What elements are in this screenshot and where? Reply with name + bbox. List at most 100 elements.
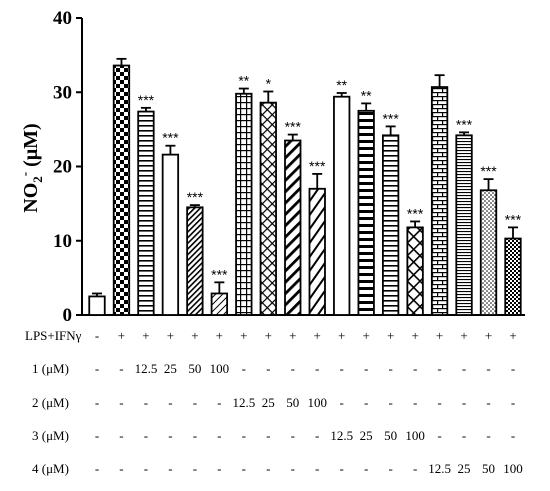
treatment-cell: 100 — [307, 395, 327, 410]
treatment-cell: + — [460, 328, 467, 343]
treatment-cell: - — [413, 395, 417, 410]
treatment-cell: - — [486, 395, 490, 410]
bar — [88, 295, 106, 316]
treatment-cell: - — [388, 361, 392, 376]
treatment-cell: + — [289, 328, 296, 343]
treatment-cell: 100 — [210, 361, 230, 376]
treatment-cell: + — [216, 328, 223, 343]
treatment-cell: - — [193, 428, 197, 443]
y-tick-label: 40 — [53, 8, 72, 29]
treatment-cell: - — [119, 361, 123, 376]
y-axis-label: NO2- (μM) — [17, 123, 45, 212]
treatment-cell: - — [340, 361, 344, 376]
treatment-cell: - — [95, 395, 99, 410]
treatment-cell: - — [119, 395, 123, 410]
significance-label: * — [266, 76, 272, 92]
treatment-cell: - — [486, 428, 490, 443]
treatment-cell: - — [193, 395, 197, 410]
bar — [284, 139, 302, 316]
treatment-cell: - — [95, 461, 99, 476]
treatment-cell: - — [315, 428, 319, 443]
bar — [430, 86, 449, 316]
treatment-cell: - — [144, 428, 148, 443]
treatment-cell: - — [168, 461, 172, 476]
treatment-cell: - — [511, 395, 515, 410]
treatment-cell: - — [462, 361, 466, 376]
treatment-cell: - — [437, 428, 441, 443]
treatment-cell: - — [388, 461, 392, 476]
treatment-cell: 100 — [503, 461, 523, 476]
treatment-cell: - — [217, 395, 221, 410]
treatment-cell: + — [485, 328, 492, 343]
treatment-row-label: 4 (μM) — [32, 461, 69, 476]
bar — [259, 101, 277, 316]
treatment-cell: - — [437, 361, 441, 376]
bar — [406, 226, 424, 316]
treatment-cell: + — [411, 328, 418, 343]
treatment-cell: 50 — [384, 428, 397, 443]
bar — [235, 92, 253, 316]
significance-label: *** — [505, 211, 522, 227]
treatment-cell: + — [167, 328, 174, 343]
treatment-cell: - — [388, 395, 392, 410]
bar — [161, 153, 180, 316]
treatment-cell: - — [364, 395, 368, 410]
treatment-cell: - — [217, 461, 221, 476]
treatment-cell: + — [436, 328, 443, 343]
bar — [381, 134, 400, 316]
treatment-cell: 50 — [482, 461, 495, 476]
y-axis-label-main: NO — [20, 183, 42, 213]
significance-label: *** — [456, 116, 473, 132]
treatment-row-label: 3 (μM) — [32, 428, 69, 443]
significance-label: *** — [138, 92, 155, 108]
significance-label: *** — [211, 266, 228, 282]
treatment-cell: - — [364, 361, 368, 376]
treatment-cell: - — [291, 428, 295, 443]
treatment-cell: 50 — [286, 395, 299, 410]
treatment-row-label: LPS+IFNγ — [25, 328, 82, 343]
significance-label: *** — [382, 110, 399, 126]
treatment-cell: - — [168, 395, 172, 410]
bar — [137, 110, 155, 316]
bar — [333, 95, 351, 316]
treatment-cell: - — [193, 461, 197, 476]
treatment-cell: - — [340, 395, 344, 410]
treatment-cell: + — [362, 328, 369, 343]
treatment-cell: 25 — [360, 428, 373, 443]
significance-label: *** — [285, 119, 302, 135]
treatment-cell: + — [265, 328, 272, 343]
treatment-cell: - — [266, 461, 270, 476]
treatment-cell: 12.5 — [135, 361, 158, 376]
treatment-cell: - — [242, 461, 246, 476]
significance-label: *** — [407, 205, 424, 221]
significance-label: *** — [187, 189, 204, 205]
treatment-cell: + — [118, 328, 125, 343]
treatment-cell: - — [95, 428, 99, 443]
treatment-cell: 12.5 — [232, 395, 255, 410]
bar — [186, 206, 204, 316]
treatment-cell: - — [144, 461, 148, 476]
treatment-table: LPS+IFNγ - + + + + + + + + + + + + + + + + +1 (μM) - -12.5 25… — [25, 328, 523, 476]
treatment-cell: - — [413, 361, 417, 376]
treatment-cell: 12.5 — [330, 428, 353, 443]
treatment-cell: + — [142, 328, 149, 343]
y-tick-label: 0 — [63, 305, 73, 326]
treatment-cell: 25 — [458, 461, 471, 476]
significance-label: ** — [238, 73, 249, 89]
treatment-cell: - — [364, 461, 368, 476]
y-axis-label-unit: (μM) — [20, 123, 42, 172]
treatment-cell: - — [437, 395, 441, 410]
treatment-cell: 100 — [405, 428, 425, 443]
significance-label: *** — [480, 163, 497, 179]
treatment-cell: - — [511, 361, 515, 376]
significance-label: *** — [309, 158, 326, 174]
treatment-cell: - — [119, 461, 123, 476]
significance-label: ** — [336, 77, 347, 93]
y-axis: 0 10 20 30 40 — [53, 8, 525, 326]
treatment-cell: - — [291, 361, 295, 376]
y-axis-label-sup: - — [17, 172, 32, 176]
significance-label: ** — [361, 87, 372, 103]
treatment-cell: + — [240, 328, 247, 343]
y-tick-label: 20 — [53, 157, 72, 178]
treatment-cell: - — [413, 461, 417, 476]
